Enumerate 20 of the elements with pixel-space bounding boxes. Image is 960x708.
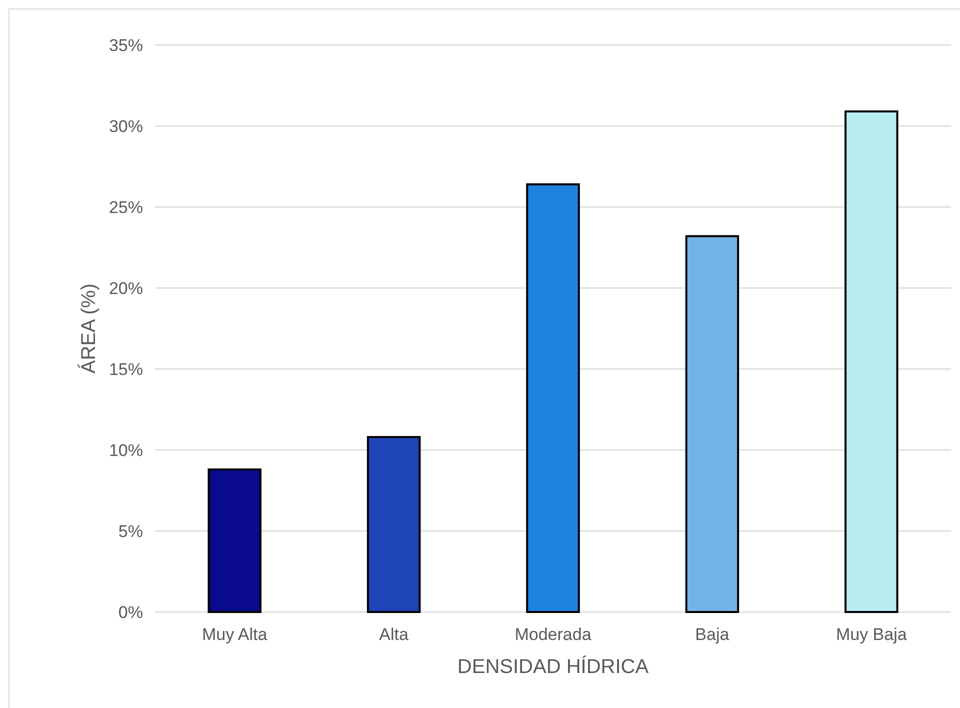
y-tick-label: 20%: [108, 278, 143, 298]
y-tick-label: 5%: [118, 522, 143, 541]
bar: [526, 183, 580, 613]
x-tick-label: Muy Alta: [202, 625, 268, 644]
y-tick-label: 25%: [108, 198, 143, 217]
bar: [844, 110, 898, 613]
x-tick-label: Muy Baja: [836, 625, 908, 644]
x-tick-label: Alta: [379, 625, 409, 644]
y-tick-label: 30%: [108, 116, 143, 136]
y-tick-label: 10%: [108, 440, 143, 460]
x-axis-title: DENSIDAD HÍDRICA: [457, 655, 650, 678]
x-tick-label: Baja: [695, 625, 730, 644]
x-tick-label: Moderada: [514, 625, 592, 644]
y-axis-title: ÁREA (%): [77, 283, 100, 374]
y-tick-label: 0%: [118, 602, 143, 622]
bar: [366, 436, 421, 613]
bar: [208, 468, 262, 613]
y-tick-label: 35%: [108, 36, 143, 55]
bar: [685, 235, 740, 613]
y-tick-label: 15%: [108, 360, 143, 379]
